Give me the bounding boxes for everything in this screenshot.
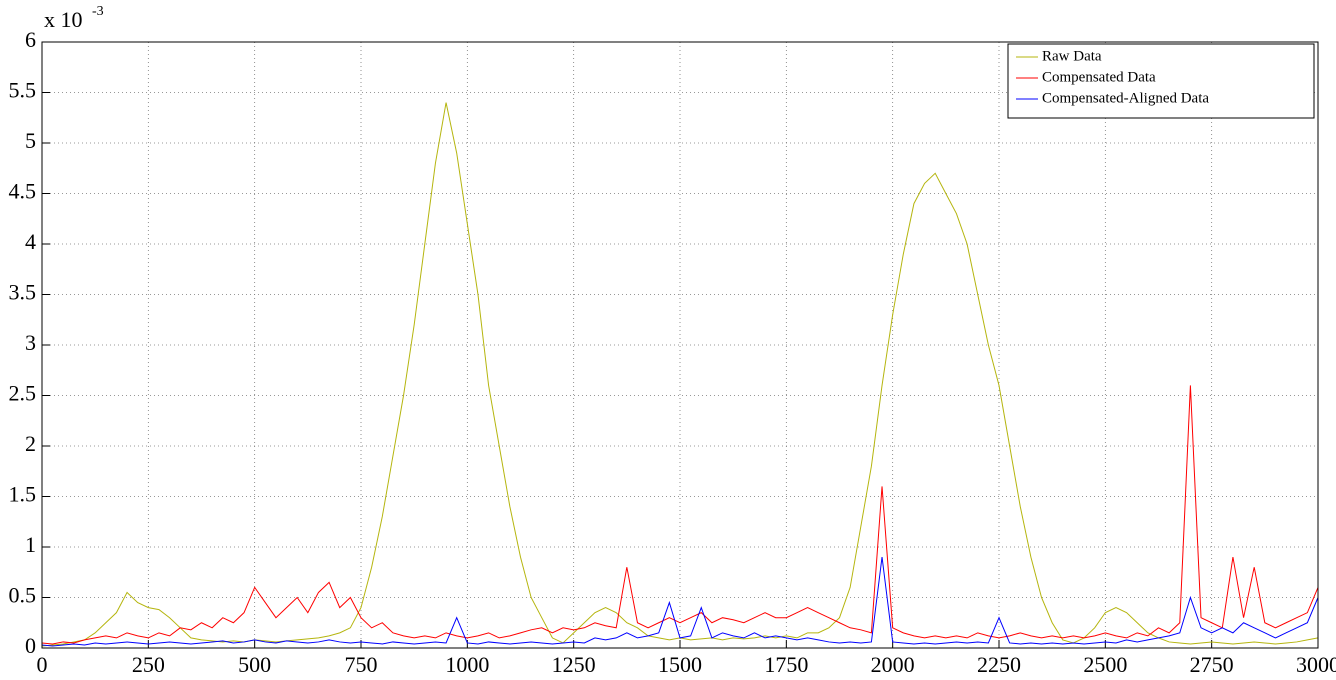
axis-multiplier: x 10	[44, 7, 83, 32]
y-tick-label: 2	[25, 431, 36, 456]
x-tick-label: 1750	[764, 652, 808, 677]
x-tick-label: 500	[238, 652, 271, 677]
y-tick-label: 4	[25, 229, 36, 254]
legend-label: Compensated Data	[1042, 69, 1156, 85]
legend-label: Raw Data	[1042, 48, 1102, 64]
y-tick-label: 3	[25, 330, 36, 355]
series-line	[41, 385, 1319, 645]
y-tick-label: 3.5	[9, 280, 37, 305]
y-tick-label: 0.5	[9, 583, 37, 608]
x-tick-label: 2750	[1190, 652, 1234, 677]
plot-frame	[41, 41, 1319, 649]
y-tick-label: 5	[25, 128, 36, 153]
y-tick-label: 6	[25, 27, 36, 52]
x-tick-label: 250	[132, 652, 165, 677]
y-tick-label: 2.5	[9, 381, 37, 406]
y-tick-label: 4.5	[9, 179, 37, 204]
x-tick-label: 1500	[658, 652, 702, 677]
x-tick-label: 1000	[445, 652, 489, 677]
x-tick-label: 2500	[1083, 652, 1127, 677]
x-tick-label: 1250	[552, 652, 596, 677]
x-tick-label: 2250	[977, 652, 1021, 677]
legend-box	[1007, 43, 1315, 119]
legend-label: Compensated-Aligned Data	[1042, 90, 1209, 106]
axis-exponent: -3	[92, 4, 104, 19]
x-tick-label: 750	[345, 652, 378, 677]
y-tick-label: 0	[25, 633, 36, 658]
x-tick-label: 0	[37, 652, 48, 677]
series-line	[41, 557, 1319, 647]
y-tick-label: 1.5	[9, 482, 37, 507]
x-tick-label: 2000	[871, 652, 915, 677]
y-tick-label: 1	[25, 532, 36, 557]
y-tick-label: 5.5	[9, 78, 37, 103]
x-tick-label: 3000	[1296, 652, 1336, 677]
